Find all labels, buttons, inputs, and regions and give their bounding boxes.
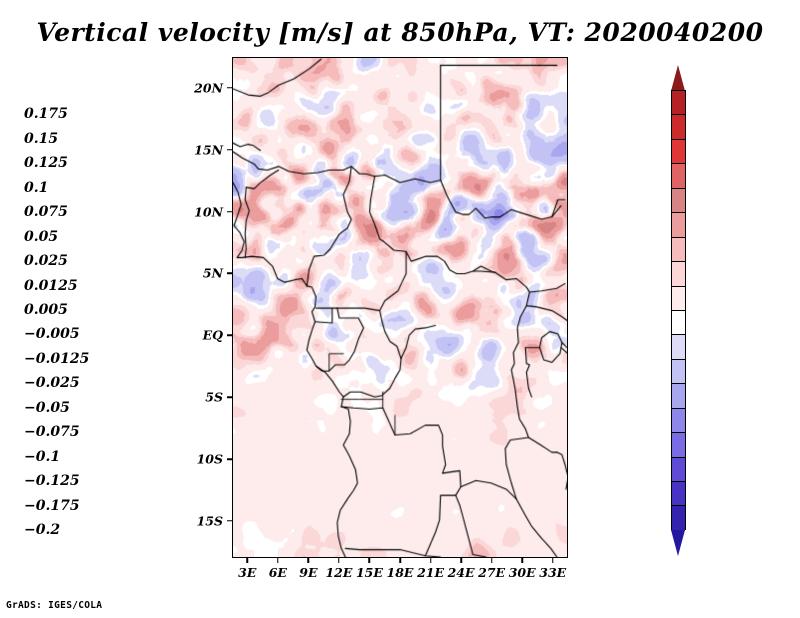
colorbar-tick-label: −0.2 xyxy=(24,522,61,538)
y-axis-label: EQ xyxy=(202,327,223,343)
colorbar-band xyxy=(672,262,685,287)
y-axis-label: 10N xyxy=(194,204,223,220)
colorbar-band xyxy=(672,213,685,238)
colorbar-band xyxy=(672,335,685,360)
x-axis-tick xyxy=(429,558,432,563)
x-axis-tick xyxy=(368,558,371,563)
x-axis-label: 21E xyxy=(417,565,444,580)
x-axis-tick xyxy=(521,558,523,563)
colorbar-tick-label: −0.025 xyxy=(24,375,80,392)
colorbar-tick-label: 0.025 xyxy=(24,253,68,270)
x-axis-label: 12E xyxy=(325,565,353,580)
colorbar-tick-label: 0.1 xyxy=(24,179,49,196)
x-axis-tick xyxy=(460,558,462,563)
colorbar-tick-label: −0.0125 xyxy=(24,350,90,367)
colorbar-band xyxy=(672,91,685,116)
colorbar-band xyxy=(672,384,685,409)
y-axis-label: 15S xyxy=(196,513,223,529)
colorbar-band xyxy=(672,164,685,189)
x-axis-label: 18E xyxy=(386,565,414,580)
y-axis-tick xyxy=(227,396,232,398)
colorbar-tick-label: −0.125 xyxy=(24,473,80,490)
x-axis-label: 9E xyxy=(299,565,318,580)
colorbar-tick-label: −0.05 xyxy=(24,399,70,416)
x-axis-label: 30E xyxy=(508,565,536,580)
colorbar-min-arrow xyxy=(671,530,685,556)
colorbar-band xyxy=(672,237,685,263)
y-axis-label: 20N xyxy=(194,80,223,96)
x-axis-label: 27E xyxy=(478,565,506,580)
map-plot-area xyxy=(232,57,568,558)
x-axis-tick xyxy=(277,558,279,563)
x-axis-tick xyxy=(551,558,554,563)
colorbar xyxy=(671,65,686,556)
x-axis-tick xyxy=(246,558,249,563)
colorbar-tick-label: 0.075 xyxy=(24,204,68,221)
x-axis-label: 15E xyxy=(355,565,383,580)
colorbar-tick-label: −0.005 xyxy=(24,326,80,343)
colorbar-band xyxy=(672,457,685,482)
y-axis-tick xyxy=(227,334,232,337)
x-axis-label: 33E xyxy=(539,565,567,580)
colorbar-band xyxy=(672,115,685,140)
colorbar-tick-label: −0.175 xyxy=(24,497,80,514)
y-axis-label: 10S xyxy=(196,451,223,467)
colorbar-band xyxy=(672,433,685,458)
colorbar-tick-label: 0.005 xyxy=(24,302,68,318)
colorbar-bands xyxy=(671,90,686,531)
colorbar-band xyxy=(672,286,685,311)
colorbar-band xyxy=(672,188,685,214)
colorbar-band xyxy=(672,482,685,507)
y-axis-tick xyxy=(227,87,232,89)
x-axis-tick xyxy=(399,558,401,563)
x-axis-label: 6E xyxy=(268,565,287,580)
y-axis-tick xyxy=(227,210,232,213)
x-axis-label: 3E xyxy=(238,565,257,580)
y-axis-label: 5S xyxy=(205,389,223,405)
y-axis-tick xyxy=(227,458,232,460)
x-axis-label: 24E xyxy=(447,565,475,580)
country-borders-overlay xyxy=(233,58,567,557)
colorbar-band xyxy=(672,359,685,385)
colorbar-max-arrow xyxy=(671,65,685,91)
colorbar-tick-label: 0.0125 xyxy=(24,277,78,294)
grads-attribution: GrADS: IGES/COLA xyxy=(6,600,103,611)
y-axis-tick xyxy=(227,520,232,522)
colorbar-band xyxy=(672,408,685,434)
y-axis-label: 5N xyxy=(202,265,223,281)
colorbar-tick-label: 0.05 xyxy=(24,228,59,245)
colorbar-band xyxy=(672,310,685,336)
colorbar-band xyxy=(672,139,685,165)
colorbar-band xyxy=(672,506,685,531)
colorbar-tick-label: −0.075 xyxy=(24,424,80,441)
y-axis-tick xyxy=(227,272,232,275)
y-axis-label: 15N xyxy=(194,142,223,158)
x-axis-tick xyxy=(307,558,310,563)
colorbar-tick-label: 0.175 xyxy=(24,106,68,123)
x-axis-tick xyxy=(490,558,493,563)
y-axis-tick xyxy=(227,149,232,151)
x-axis-tick xyxy=(338,558,340,563)
colorbar-tick-label: 0.15 xyxy=(24,130,59,147)
colorbar-tick-label: −0.1 xyxy=(24,448,61,465)
page-title: Vertical velocity [m/s] at 850hPa, VT: 2… xyxy=(36,18,764,47)
colorbar-tick-label: 0.125 xyxy=(24,155,68,172)
